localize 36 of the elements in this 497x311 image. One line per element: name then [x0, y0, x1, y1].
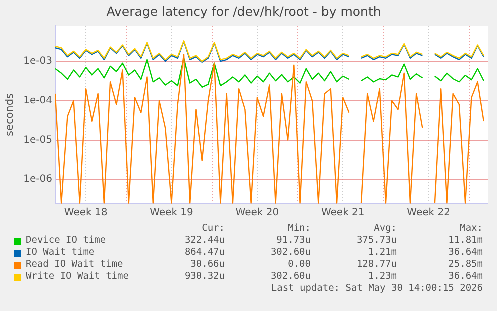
x-tick-label: Week 21	[321, 208, 365, 219]
text: 36.64m	[448, 247, 483, 258]
text: 1.23m	[368, 271, 397, 282]
text: 322.44u	[184, 235, 225, 246]
text: 302.60u	[270, 247, 311, 258]
y-axis-title: seconds	[4, 94, 16, 136]
legend-label: IO Wait time	[26, 247, 95, 258]
legend-label: Read IO Wait time	[26, 259, 124, 270]
y-tick-label: 1e-05	[24, 134, 52, 146]
y-tick-label: 1e-06	[24, 174, 52, 186]
text: 91.73u	[276, 235, 311, 246]
chart-title: Average latency for /dev/hk/root - by month	[106, 4, 382, 19]
text: Cur:	[202, 223, 225, 234]
legend-label: Device IO time	[26, 235, 106, 246]
text: 0.00	[288, 259, 311, 270]
x-tick-label: Week 18	[64, 208, 108, 219]
x-tick-label: Week 19	[150, 208, 194, 219]
legend-label: Write IO Wait time	[26, 271, 129, 282]
text: 1.21m	[368, 247, 397, 258]
text: 11.81m	[448, 235, 483, 246]
text: 128.77u	[356, 259, 397, 270]
y-tick-label: 1e-03	[24, 56, 52, 68]
text: 30.66u	[190, 259, 225, 270]
text: Avg:	[374, 223, 397, 234]
x-tick-label: Week 22	[407, 208, 450, 219]
text: Max:	[460, 223, 483, 234]
text: 25.85m	[448, 259, 483, 270]
y-tick-label: 1e-04	[24, 95, 52, 106]
text: 36.64m	[448, 271, 483, 282]
text: 302.60u	[270, 271, 311, 282]
text: 864.47u	[184, 247, 225, 258]
text: 930.32u	[184, 271, 225, 282]
text: Last update: Sat May 30 14:00:15 2026	[271, 283, 483, 294]
x-tick-label: Week 20	[236, 208, 280, 219]
text: 375.73u	[356, 235, 397, 246]
text: Min:	[288, 223, 311, 234]
